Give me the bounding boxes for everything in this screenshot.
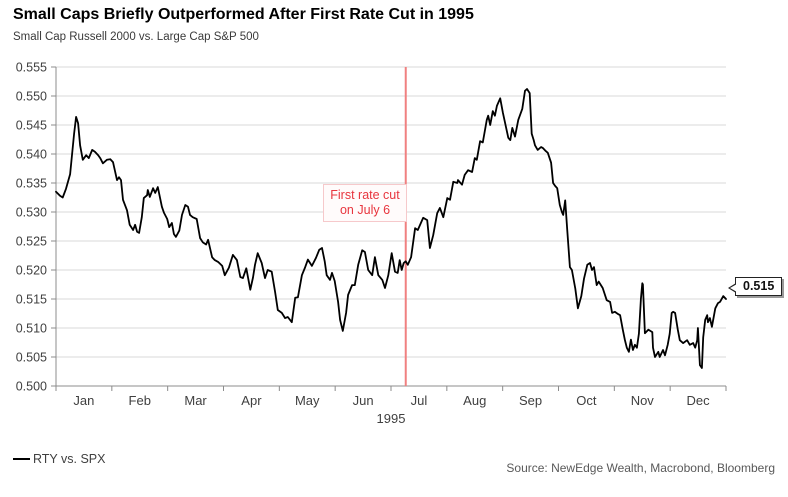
y-axis-label: 0.535: [16, 177, 47, 191]
y-axis-label: 0.505: [16, 351, 47, 365]
x-axis-month-label: May: [295, 393, 320, 408]
legend-series-label: RTY vs. SPX: [33, 452, 106, 466]
y-axis-label: 0.515: [16, 293, 47, 307]
y-axis-label: 0.545: [16, 119, 47, 133]
y-axis-label: 0.520: [16, 264, 47, 278]
x-axis-month-label: Jun: [353, 393, 374, 408]
y-axis-label: 0.540: [16, 148, 47, 162]
x-axis-month-label: Apr: [241, 393, 262, 408]
x-axis-year-label: 1995: [377, 411, 406, 426]
chart-subtitle: Small Cap Russell 2000 vs. Large Cap S&P…: [13, 31, 259, 43]
x-axis-month-label: Mar: [184, 393, 207, 408]
y-axis-label: 0.530: [16, 206, 47, 220]
y-axis-label: 0.550: [16, 90, 47, 104]
x-axis-month-label: Nov: [631, 393, 655, 408]
x-axis-month-label: Sep: [519, 393, 542, 408]
y-axis-label: 0.510: [16, 322, 47, 336]
x-axis-month-label: Jan: [73, 393, 94, 408]
x-axis-month-label: Jul: [411, 393, 428, 408]
series-end-value-label: 0.515: [727, 277, 783, 296]
y-axis-label: 0.525: [16, 235, 47, 249]
source-credit: Source: NewEdge Wealth, Macrobond, Bloom…: [506, 461, 775, 475]
series-line-swatch-icon: [13, 458, 30, 460]
x-axis-month-label: Aug: [463, 393, 486, 408]
x-axis-month-label: Oct: [576, 393, 597, 408]
y-axis-label: 0.500: [16, 380, 47, 394]
chart-title: Small Caps Briefly Outperformed After Fi…: [13, 6, 474, 23]
rate-cut-annotation: First rate cut on July 6: [323, 184, 407, 222]
x-axis-month-label: Feb: [129, 393, 151, 408]
price-line: [55, 88, 727, 369]
legend: RTY vs. SPX: [13, 452, 105, 466]
x-axis-month-label: Dec: [687, 393, 711, 408]
y-axis-label: 0.555: [16, 61, 47, 75]
